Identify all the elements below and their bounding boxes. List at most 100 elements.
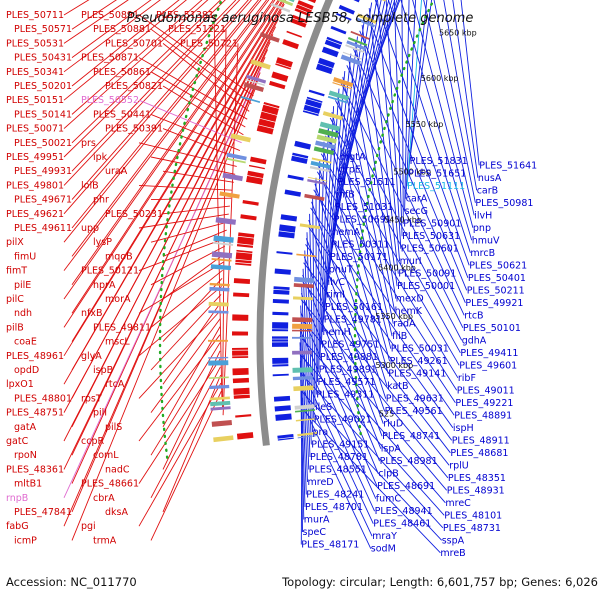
right-gene-label: sodM [371,544,396,555]
right-gene-label: hemK [395,306,423,317]
right-gene-label: PLES_48241 [306,490,364,501]
right-leader-line [407,0,428,174]
right-gene-label: PLES_49011 [457,385,515,396]
left-gene-label: PLES_50881 [93,24,151,35]
feature-band [294,404,315,410]
left-gene-label: PLES_50571 [14,24,72,35]
right-leader-line [300,397,303,545]
reverse-gene-segment [279,224,296,233]
right-gene-label: pnp [473,223,491,234]
right-gene-label: speC [303,527,327,538]
right-gene-label: PLES_50901 [403,219,461,230]
right-gene-label: PLES_49221 [455,398,513,409]
forward-gene-segment [232,356,249,359]
right-gene-label: ilvC [328,277,346,288]
right-leader-line [374,0,470,266]
right-gene-label: PLES_50981 [475,198,533,209]
left-gene-label: PLES_48361 [6,464,64,475]
forward-gene-segment [261,104,279,116]
right-gene-label: katB [387,381,408,392]
feature-band [208,301,229,307]
left-gene-label: mqoB [105,251,133,262]
right-gene-label: rplU [449,460,469,471]
right-gene-label: PLES_49601 [459,360,517,371]
right-gene-label: rtcB [464,310,483,321]
left-leader-line [138,261,224,314]
right-leader-line [302,274,381,462]
feature-band [319,121,341,132]
right-gene-label: PLES_48741 [382,431,440,442]
feature-band [225,157,246,164]
left-leader-line [63,0,161,73]
kbp-tick-label: 5350 kbp [375,312,413,321]
left-leader-line [150,221,228,243]
topology-text: Topology: circular; Length: 6,601,757 bp… [281,575,598,589]
right-gene-label: PLES_49631 [386,394,444,405]
right-gene-label: PLES_48551 [309,465,367,476]
right-gene-label: PLES_50401 [468,273,526,284]
right-gene-label: ileS [315,402,332,413]
reverse-gene-segment [272,357,289,364]
reverse-gene-segment [273,286,290,290]
feature-band [381,0,387,2]
left-leader-line [162,229,227,257]
left-gene-label: PLES_50861 [93,67,151,78]
left-leader-line [63,0,281,328]
feature-band [276,0,294,7]
left-leader-line [150,366,221,499]
right-leader-line [401,0,404,224]
feature-band [340,54,361,66]
right-leader-line [409,0,433,162]
feature-band [292,329,313,332]
right-leader-line [361,25,398,287]
feature-band [209,396,230,401]
forward-gene-segment [235,414,252,418]
right-gene-label: PLES_50091 [398,269,456,280]
right-gene-label: PLES_50631 [402,231,460,242]
left-gene-label: PLES_48751 [6,408,64,419]
right-leader-line [320,153,459,379]
right-gene-label: rluD [383,419,403,430]
right-gene-label: mgtA [340,152,366,163]
forward-gene-segment [233,387,250,395]
feature-band [292,296,314,301]
right-gene-label: PLES_49021 [314,415,372,426]
right-leader-line [368,8,399,274]
left-gene-label: mscL [105,337,130,348]
feature-band [208,339,229,342]
right-leader-line [387,0,471,253]
reverse-gene-segment [324,39,342,50]
right-gene-label: PLES_48691 [377,481,435,492]
right-gene-label: PLES_48941 [375,506,433,517]
forward-gene-segment [256,125,274,135]
feature-band [327,95,348,104]
forward-gene-segment [232,377,250,384]
left-gene-label: pgi [81,521,96,532]
feature-band [210,400,231,407]
left-gene-label: fabG [6,521,29,532]
right-leader-line [311,201,386,412]
feature-band [270,2,291,13]
left-gene-label: mltB1 [14,479,42,490]
left-leader-line [162,85,244,136]
forward-gene-segment [275,63,291,70]
left-leader-line [138,142,237,167]
right-leader-line [314,183,387,399]
left-gene-label: pilX [6,237,24,248]
right-gene-label: PLES_49781 [324,315,382,326]
right-leader-line [404,0,410,212]
forward-gene-segment [232,368,249,376]
right-gene-label: PLES_49891 [319,365,377,376]
right-leader-line [299,335,446,504]
left-gene-label: morA [105,294,131,305]
left-leader-line [71,0,203,115]
right-gene-label: PLES_50171 [330,252,388,263]
right-gene-label: PLES_51641 [479,160,537,171]
right-leader-line [412,0,474,228]
right-gene-label: PLES_48351 [448,473,506,484]
left-leader-line [63,49,269,470]
forward-gene-segment [232,314,249,321]
left-gene-label: PLES_48661 [81,479,139,490]
left-gene-label: pilE [14,280,31,291]
